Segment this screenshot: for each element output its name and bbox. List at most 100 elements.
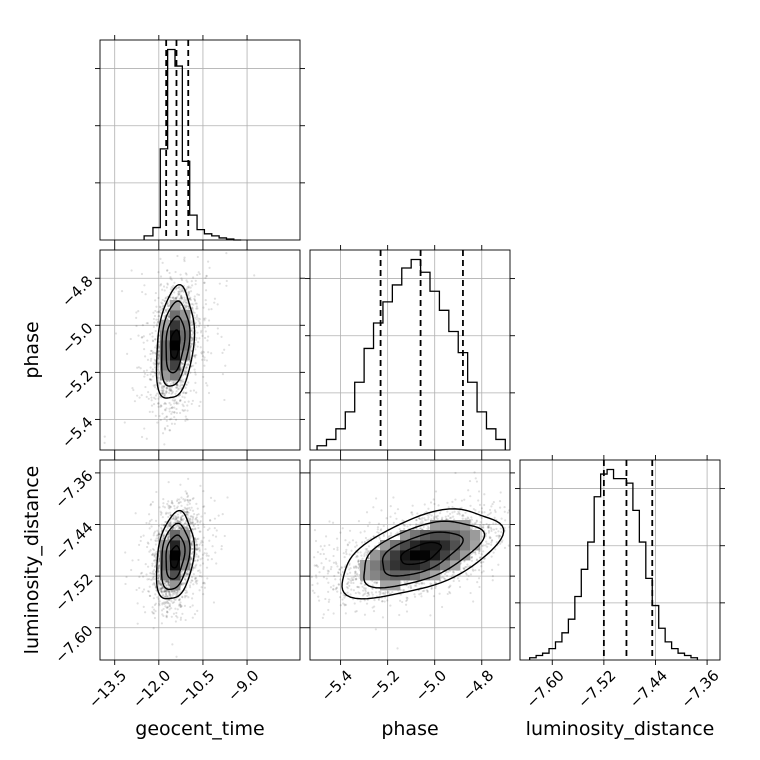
scatter-point bbox=[158, 345, 161, 349]
density-cell bbox=[160, 550, 171, 561]
scatter-point bbox=[149, 549, 152, 552]
scatter-point bbox=[427, 518, 430, 521]
scatter-point bbox=[177, 525, 181, 528]
scatter-point bbox=[196, 559, 199, 562]
scatter-point bbox=[165, 590, 169, 593]
scatter-point bbox=[153, 366, 157, 369]
scatter-point bbox=[182, 378, 185, 381]
scatter-point bbox=[138, 396, 141, 399]
scatter-point bbox=[160, 589, 163, 592]
scatter-point bbox=[153, 351, 157, 355]
scatter-point bbox=[186, 280, 189, 284]
scatter-point bbox=[216, 303, 219, 306]
scatter-point bbox=[184, 386, 187, 389]
scatter-point bbox=[179, 527, 182, 530]
scatter-point bbox=[165, 390, 168, 393]
scatter-point bbox=[193, 311, 196, 314]
scatter-point bbox=[201, 557, 204, 560]
scatter-point bbox=[151, 562, 154, 565]
scatter-point bbox=[205, 381, 208, 385]
scatter-point bbox=[202, 489, 205, 493]
scatter-point bbox=[157, 362, 160, 365]
scatter-point bbox=[149, 378, 152, 381]
scatter-point bbox=[168, 429, 171, 432]
scatter-point bbox=[596, 505, 598, 507]
scatter-point bbox=[194, 555, 197, 558]
scatter-point bbox=[223, 534, 226, 538]
scatter-point bbox=[164, 512, 168, 516]
scatter-point bbox=[154, 384, 157, 387]
scatter-point bbox=[161, 391, 164, 394]
scatter-point bbox=[154, 338, 157, 341]
scatter-point bbox=[152, 351, 155, 354]
scatter-point bbox=[186, 286, 189, 289]
density-cell bbox=[160, 560, 171, 571]
scatter-point bbox=[214, 535, 218, 538]
scatter-point bbox=[187, 290, 190, 293]
scatter-point bbox=[190, 558, 193, 561]
axes-frame bbox=[519, 459, 721, 661]
scatter-point bbox=[153, 314, 157, 318]
scatter-point bbox=[167, 506, 170, 509]
scatter-point bbox=[157, 318, 160, 321]
scatter-point bbox=[197, 513, 200, 516]
scatter-point bbox=[158, 566, 161, 570]
scatter-point bbox=[164, 297, 167, 300]
scatter-point bbox=[339, 578, 342, 581]
scatter-point bbox=[161, 412, 164, 415]
scatter-point bbox=[179, 399, 182, 402]
scatter-point bbox=[140, 272, 144, 276]
scatter-point bbox=[194, 577, 197, 581]
scatter-point bbox=[179, 363, 183, 366]
scatter-point bbox=[168, 429, 172, 432]
scatter-point bbox=[120, 290, 124, 293]
scatter-point bbox=[193, 297, 196, 301]
scatter-point bbox=[198, 404, 201, 408]
scatter-point bbox=[165, 595, 168, 598]
scatter-point bbox=[183, 523, 186, 526]
scatter-point bbox=[193, 298, 196, 302]
scatter-point bbox=[162, 311, 166, 315]
scatter-point bbox=[189, 286, 192, 289]
scatter-point bbox=[159, 283, 163, 286]
density-cell bbox=[180, 310, 191, 321]
scatter-point bbox=[167, 512, 170, 515]
scatter-point bbox=[155, 537, 158, 540]
scatter-point bbox=[183, 400, 186, 404]
scatter-point bbox=[186, 511, 189, 514]
scatter-point bbox=[218, 282, 221, 285]
scatter-point bbox=[194, 553, 197, 556]
scatter-point bbox=[483, 493, 486, 496]
scatter-point bbox=[179, 521, 182, 524]
scatter-point bbox=[190, 542, 193, 545]
scatter-point bbox=[172, 517, 175, 520]
scatter-point bbox=[103, 441, 106, 444]
scatter-point bbox=[160, 583, 163, 586]
scatter-point bbox=[157, 321, 160, 324]
scatter-point bbox=[140, 394, 143, 397]
scatter-point bbox=[209, 519, 212, 522]
scatter-point bbox=[191, 399, 195, 402]
scatter-point bbox=[164, 392, 167, 395]
scatter-point bbox=[158, 602, 161, 605]
scatter-point bbox=[185, 366, 188, 369]
scatter-point bbox=[141, 590, 144, 593]
scatter-point bbox=[180, 515, 183, 518]
scatter-point bbox=[185, 526, 188, 529]
scatter-point bbox=[184, 490, 187, 493]
scatter-point bbox=[192, 567, 195, 570]
scatter-point bbox=[151, 331, 154, 335]
scatter-point bbox=[158, 580, 162, 583]
scatter-point bbox=[176, 498, 179, 501]
scatter-point bbox=[148, 550, 151, 553]
scatter-point bbox=[197, 556, 200, 559]
scatter-point bbox=[159, 583, 162, 586]
scatter-point bbox=[184, 372, 187, 376]
scatter-point bbox=[186, 507, 189, 510]
scatter-point bbox=[324, 535, 328, 538]
scatter-point bbox=[195, 338, 198, 342]
scatter-point bbox=[528, 541, 530, 543]
scatter-point bbox=[195, 543, 199, 546]
scatter-point bbox=[174, 591, 178, 594]
scatter-point bbox=[539, 558, 541, 560]
